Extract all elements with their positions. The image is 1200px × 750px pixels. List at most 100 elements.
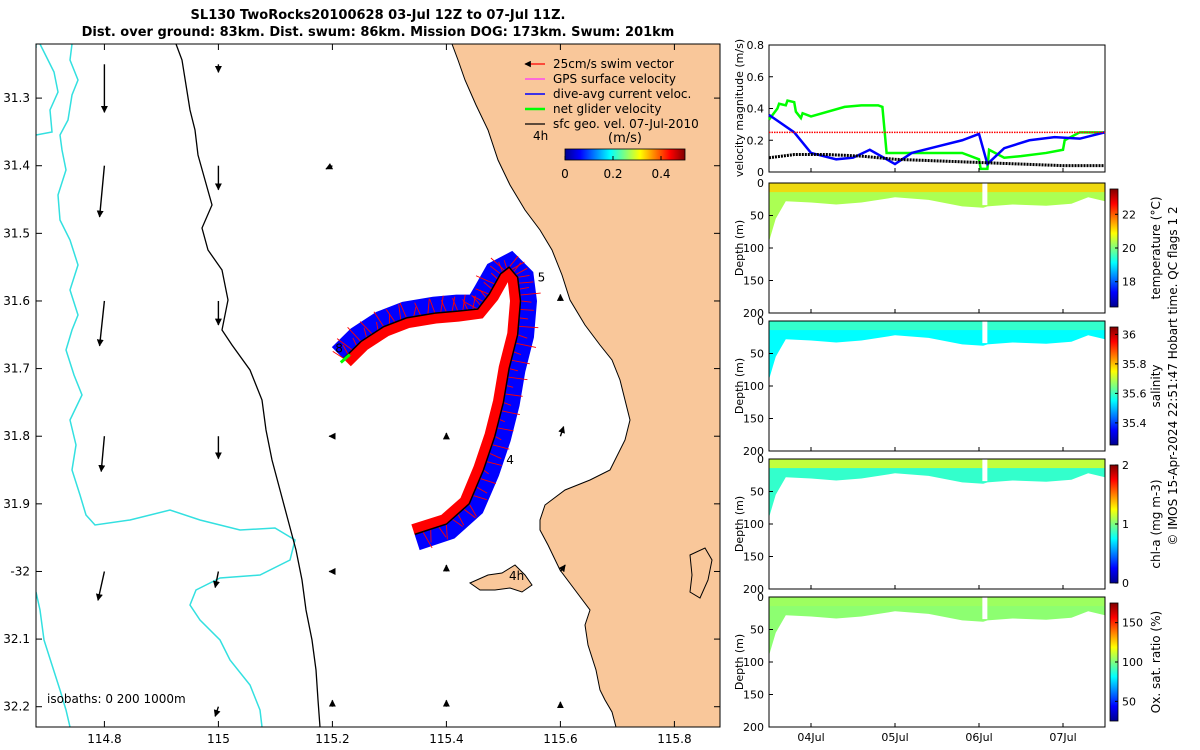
sfc-geo-vector <box>325 162 334 170</box>
map-ytick-label: 32.1 <box>3 632 30 646</box>
swim-vector-arrow <box>468 503 477 517</box>
swim-vector-arrow <box>452 298 459 312</box>
legend-gps-label: GPS surface velocity <box>553 72 676 86</box>
track-label: 8 <box>335 341 343 355</box>
map-ytick-label: 32.2 <box>3 700 30 714</box>
map-colorbar-tick-label: 0.2 <box>603 167 622 181</box>
figure-title-line-1: SL130 TwoRocks20100628 03-Jul 12Z to 07-… <box>190 8 566 23</box>
track-label-4h-bottom: 4h <box>509 569 524 583</box>
swim-vector-arrow <box>445 524 448 540</box>
profile-data-area <box>769 321 1105 380</box>
swim-vector-arrow <box>457 513 465 526</box>
profile-surface-layer <box>769 459 1105 469</box>
sfc-geo-vector <box>96 300 106 347</box>
swim-vector-arrow <box>519 308 534 311</box>
swim-vector-arrow <box>471 295 484 303</box>
track-label-4h-top: 4h <box>533 129 548 143</box>
swim-vector-arrow <box>464 301 478 310</box>
sfc-geo-vector <box>213 571 220 589</box>
map-ytick-label: 31.8 <box>3 429 30 443</box>
swim-vector-arrow <box>332 350 345 359</box>
map-colorbar-tick-label: 0 <box>561 167 569 181</box>
profile-data-gap <box>982 597 988 620</box>
track-label: 5 <box>538 270 546 284</box>
depth-tick-label: 0 <box>757 453 764 466</box>
sfc-geo-vector <box>558 564 566 573</box>
map-xtick-label: 115.6 <box>543 732 577 746</box>
map-xtick-label: 115.2 <box>315 732 349 746</box>
isobath-200m <box>175 44 321 727</box>
velocity-ytick-label: 0.2 <box>747 134 765 147</box>
swim-vector-arrow <box>515 267 528 276</box>
depth-tick-label: 100 <box>743 380 764 393</box>
swim-vector-arrow <box>347 327 362 342</box>
map-panel: 4h 4h 5 8 4 isobaths: 0 200 1000m 114.8 115… <box>3 43 721 746</box>
colorbar-tick-label: 35.6 <box>1122 387 1147 400</box>
profile-data-gap <box>982 183 988 206</box>
depth-tick-label: 50 <box>750 624 764 637</box>
map-xtick-label: 115 <box>207 732 230 746</box>
swim-vector-arrow <box>440 295 444 313</box>
swim-vector-arrow <box>472 295 481 306</box>
swim-vector-arrow <box>519 292 541 296</box>
sfc-geo-vector <box>95 571 106 601</box>
swim-vector-arrow <box>414 302 422 316</box>
velocity-series-sfc-geo-vel- <box>768 153 1105 168</box>
depth-tick-label: 150 <box>743 689 764 702</box>
velocity-ytick-label: 0.4 <box>747 103 765 116</box>
colorbar-label: Ox. sat. ratio (%) <box>1149 611 1163 713</box>
swim-vector-arrow <box>486 461 502 466</box>
swim-vector-arrow <box>503 260 508 269</box>
swim-vector-arrow <box>507 376 528 381</box>
colorbar-units: (m/s) <box>608 131 642 146</box>
depth-tick-label: 150 <box>743 551 764 564</box>
swim-vector-arrow <box>520 300 532 303</box>
colorbar-tick-label: 35.4 <box>1122 417 1147 430</box>
swim-vector-arrow <box>501 410 520 415</box>
swim-vector-arrow <box>498 418 505 423</box>
depth-tick-label: 150 <box>743 275 764 288</box>
swim-vector-arrow <box>513 351 522 356</box>
swim-vector-arrow <box>472 295 476 310</box>
map-xtick-label: 115.8 <box>657 732 691 746</box>
colorbar-tick-label: 50 <box>1122 695 1136 708</box>
swim-vector-arrow <box>429 299 436 314</box>
swim-vector-arrow <box>494 435 502 441</box>
rottnest-island <box>468 564 533 593</box>
time-tick-label: 04Jul <box>797 731 824 744</box>
depth-axis-label: Depth (m) <box>733 358 746 414</box>
time-tick-label: 05Jul <box>881 731 908 744</box>
velocity-ytick-label: 0 <box>757 166 764 179</box>
depth-tick-label: 100 <box>743 242 764 255</box>
swim-vector-arrow <box>490 265 501 275</box>
map-ytick-label: 31.3 <box>3 91 30 105</box>
swim-vector-arrow <box>503 401 512 406</box>
depth-tick-label: 200 <box>743 721 764 734</box>
swim-vector-arrow <box>518 281 534 284</box>
sfc-geo-vector <box>558 425 565 437</box>
swim-vector-arrow <box>508 255 519 268</box>
sfc-geo-vector <box>213 706 221 717</box>
colorbar-tick-label: 35.8 <box>1122 358 1147 371</box>
swim-vector-arrow <box>472 494 488 501</box>
swim-vector-arrow <box>363 327 368 338</box>
depth-tick-label: 0 <box>757 177 764 190</box>
swim-vector-arrow <box>511 359 530 365</box>
colorbar-tick-label: 150 <box>1122 617 1143 630</box>
land-mass <box>451 44 720 727</box>
colorbar-tick-label: 100 <box>1122 656 1143 669</box>
swim-vector-arrow <box>490 257 506 271</box>
swim-vector-arrow <box>336 338 353 351</box>
swim-vector-arrow <box>352 337 358 346</box>
swim-vector-arrow <box>385 308 396 323</box>
swim-vector-arrow <box>518 325 539 329</box>
swim-vector-arrow <box>342 344 349 355</box>
swim-vector-arrow <box>518 287 530 290</box>
depth-axis-label: Depth (m) <box>733 220 746 276</box>
swim-vector-arrow <box>488 452 502 459</box>
colorbar-tick-label: 20 <box>1122 242 1136 255</box>
depth-tick-label: 0 <box>757 315 764 328</box>
garden-island <box>689 547 713 599</box>
map-ytick-label: 31.9 <box>3 497 30 511</box>
